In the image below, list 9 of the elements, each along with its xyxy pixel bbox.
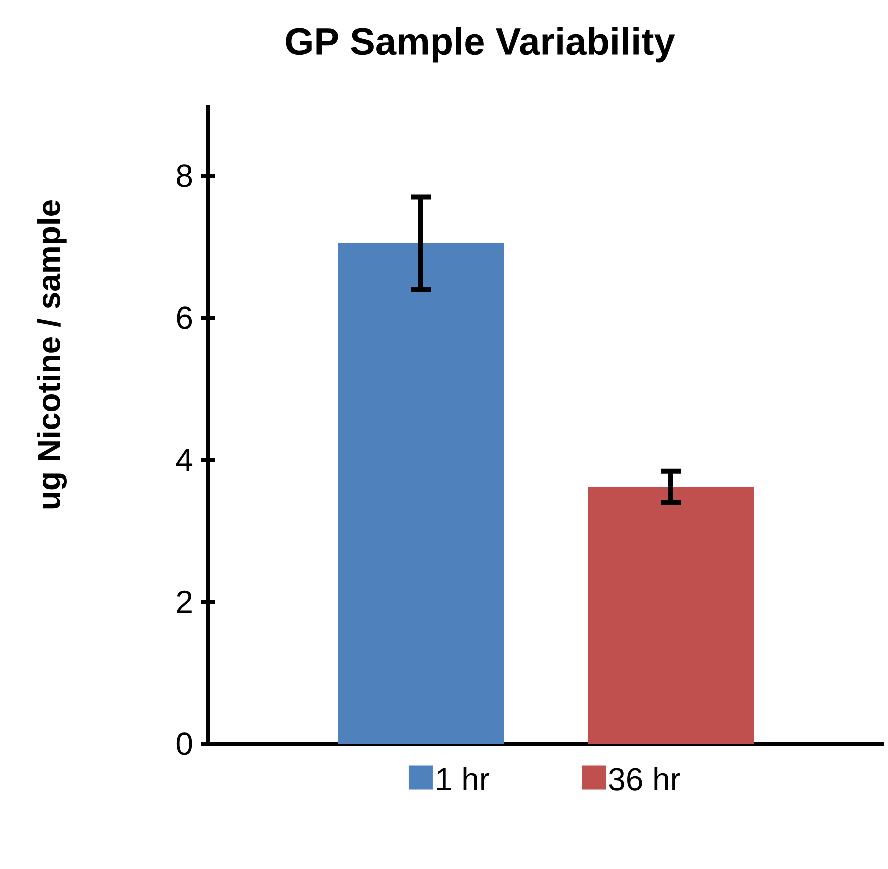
legend-label: 1 hr [437, 767, 490, 791]
chart-title: GP Sample Variability [286, 27, 676, 63]
y-axis-title: ug Nicotine / sample [37, 200, 67, 509]
y-tick-label: 6 [177, 306, 192, 330]
y-tick-label: 8 [177, 164, 192, 188]
y-tick-label: 4 [176, 448, 193, 471]
legend-label: 36 hr [609, 767, 680, 791]
y-tick-label: 0 [176, 732, 192, 756]
y-tick-label: 2 [177, 590, 192, 614]
